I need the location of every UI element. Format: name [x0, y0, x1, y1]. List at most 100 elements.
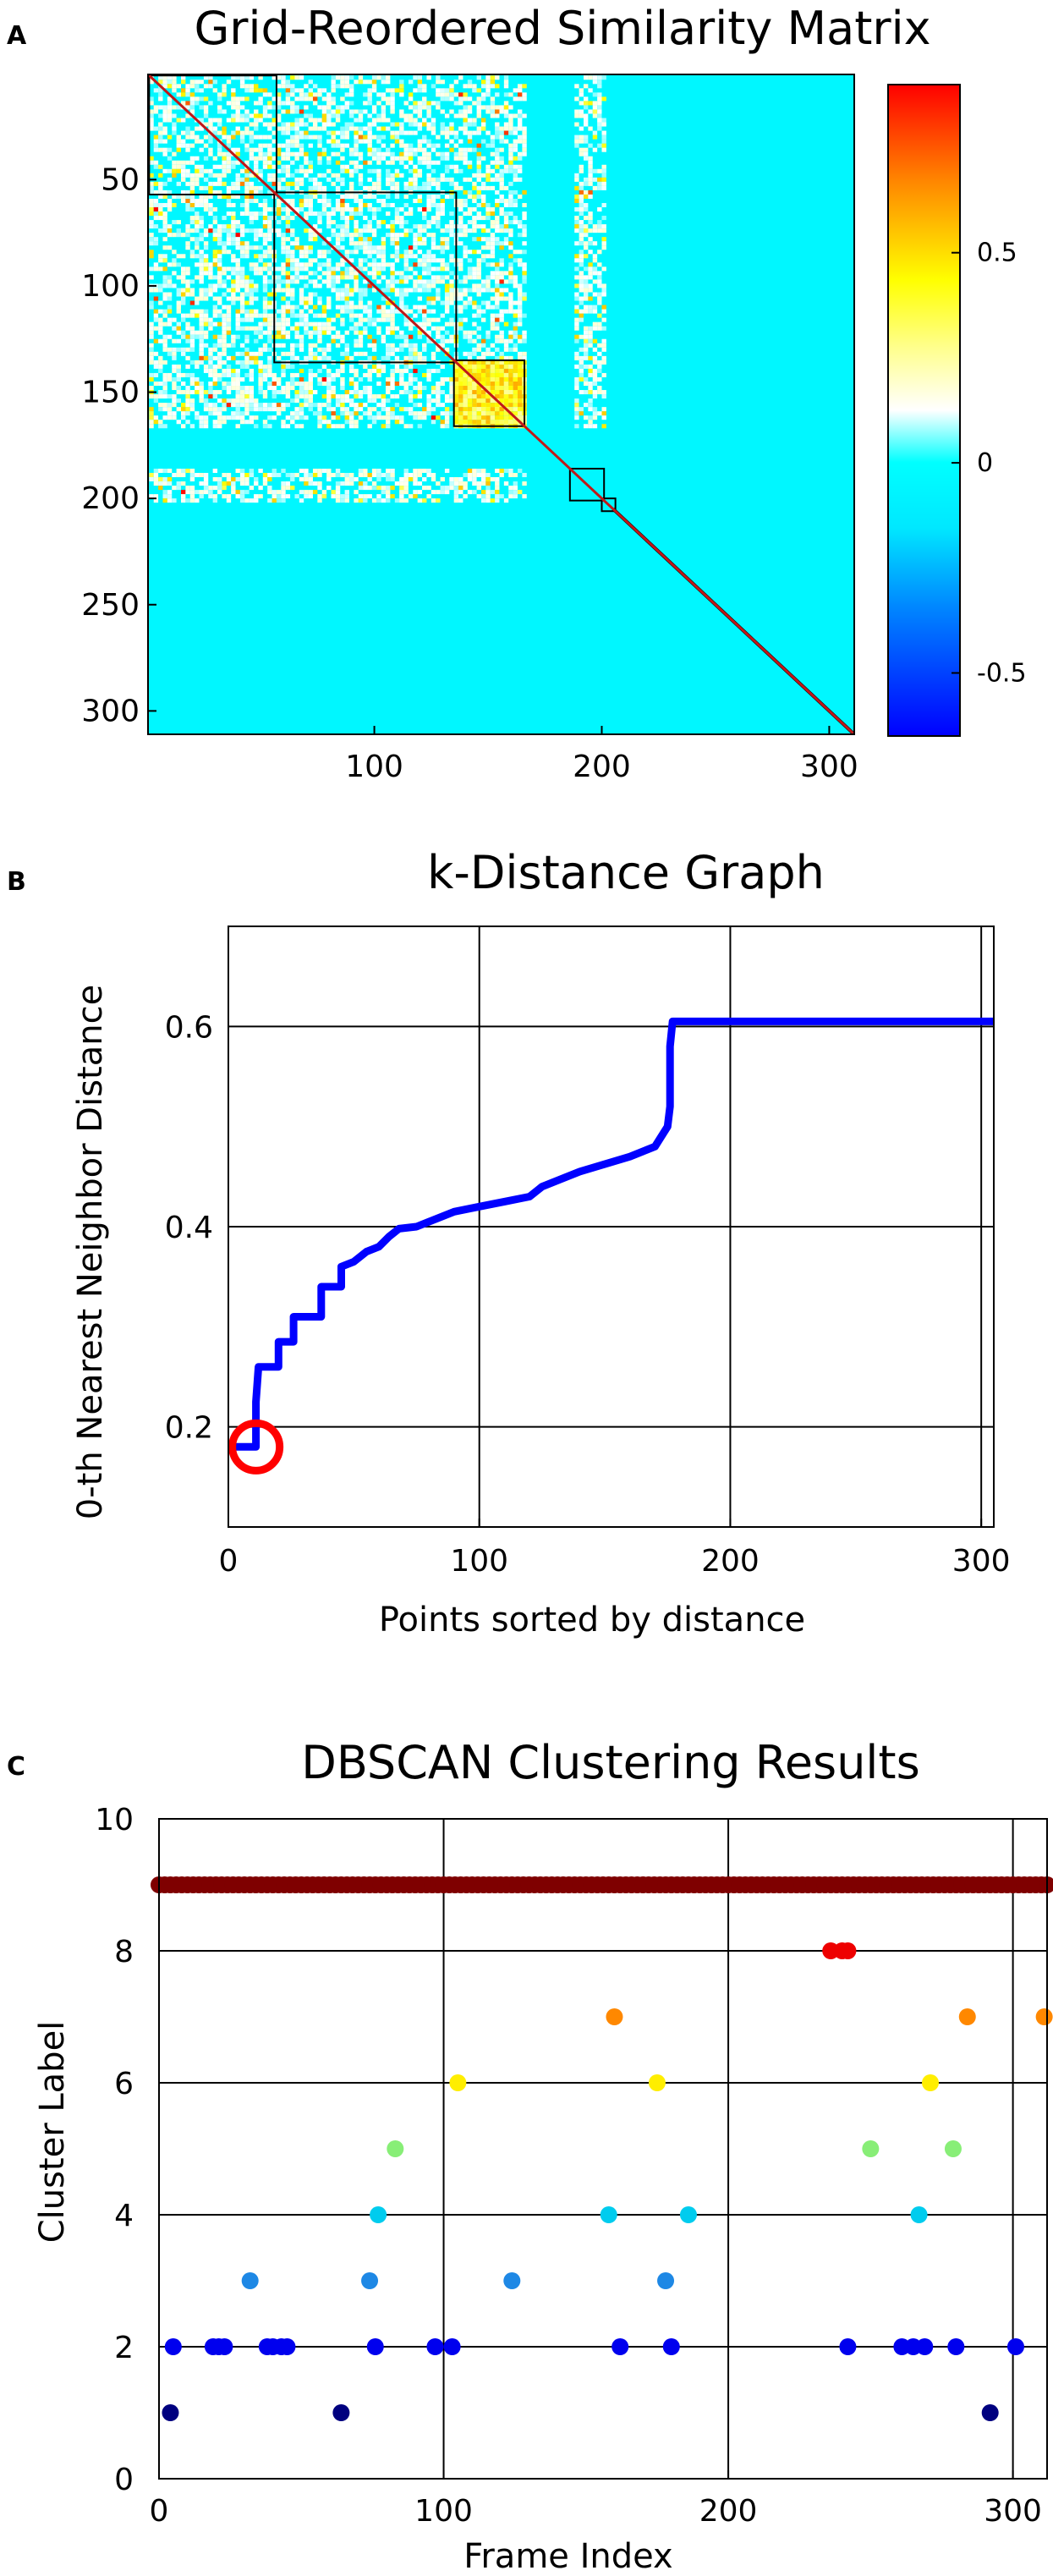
heatmap-cell [376, 160, 381, 165]
heatmap-cell [294, 118, 299, 123]
heatmap-cell [358, 262, 364, 267]
heatmap-cell [354, 477, 359, 482]
heatmap-cell [176, 386, 181, 391]
heatmap-cell [344, 407, 349, 412]
heatmap-cell [472, 147, 477, 152]
heatmap-cell [167, 415, 173, 420]
heatmap-cell [249, 156, 255, 161]
heatmap-cell [381, 198, 387, 203]
heatmap-cell [508, 254, 513, 259]
heatmap-cell [312, 481, 318, 486]
heatmap-cell [231, 101, 236, 106]
heatmap-cell [189, 80, 195, 85]
heatmap-cell [340, 156, 345, 161]
heatmap-cell [363, 228, 368, 233]
heatmap-cell [189, 181, 195, 186]
heatmap-cell [583, 181, 589, 186]
heatmap-cell [153, 494, 159, 499]
heatmap-cell [189, 347, 195, 352]
heatmap-cell [390, 326, 395, 331]
heatmap-cell [583, 309, 589, 314]
heatmap-cell [371, 420, 377, 425]
heatmap-cell [408, 407, 414, 412]
heatmap-cell [321, 326, 327, 331]
heatmap-cell [499, 394, 504, 399]
heatmap-cell [574, 84, 579, 89]
heatmap-cell [281, 75, 286, 80]
heatmap-cell [399, 88, 404, 93]
heatmap-cell [285, 237, 291, 242]
heatmap-cell [299, 262, 304, 267]
heatmap-cell [394, 181, 400, 186]
heatmap-cell [601, 407, 606, 412]
heatmap-cell [185, 279, 190, 284]
heatmap-cell [180, 198, 186, 203]
heatmap-cell [472, 420, 477, 425]
heatmap-cell [417, 288, 423, 293]
heatmap-cell [367, 343, 372, 348]
heatmap-cell [226, 403, 232, 408]
heatmap-cell [522, 279, 527, 284]
heatmap-cell [185, 245, 190, 250]
heatmap-cell [290, 473, 295, 478]
heatmap-cell [583, 177, 589, 182]
heatmap-cell [231, 398, 236, 404]
heatmap-cell [354, 80, 359, 85]
heatmap-cell [203, 490, 209, 495]
heatmap-cell [399, 305, 404, 310]
heatmap-cell [153, 477, 159, 482]
heatmap-cell [597, 105, 602, 110]
heatmap-cell [371, 185, 377, 190]
heatmap-cell [317, 468, 322, 474]
heatmap-cell [344, 390, 349, 395]
heatmap-cell [290, 228, 295, 233]
heatmap-cell [485, 407, 491, 412]
heatmap-cell [290, 411, 295, 416]
heatmap-cell [321, 202, 327, 208]
heatmap-cell [254, 481, 259, 486]
heatmap-cell [189, 185, 195, 190]
heatmap-cell [335, 368, 341, 373]
heatmap-cell [513, 411, 518, 416]
heatmap-cell [344, 420, 349, 425]
heatmap-cell [399, 109, 404, 114]
heatmap-cell [199, 198, 204, 203]
heatmap-cell [149, 415, 154, 420]
heatmap-cell [271, 130, 277, 135]
heatmap-cell [588, 334, 593, 339]
heatmap-cell [476, 360, 481, 365]
heatmap-cell [262, 390, 268, 395]
heatmap-cell [199, 490, 204, 495]
heatmap-cell [340, 481, 345, 486]
heatmap-cell [258, 494, 263, 499]
heatmap-cell [358, 228, 364, 233]
heatmap-cell [262, 266, 268, 272]
heatmap-cell [203, 266, 209, 272]
heatmap-cell [508, 381, 513, 387]
heatmap-cell [588, 237, 593, 242]
heatmap-cell [458, 407, 463, 412]
heatmap-cell [180, 347, 186, 352]
heatmap-cell [267, 156, 272, 161]
heatmap-cell [476, 292, 481, 297]
heatmap-cell [376, 326, 381, 331]
heatmap-cell [583, 122, 589, 127]
heatmap-cell [299, 109, 304, 114]
heatmap-cell [290, 250, 295, 255]
heatmap-cell [271, 490, 277, 495]
heatmap-cell [583, 376, 589, 382]
heatmap-cell [299, 415, 304, 420]
heatmap-cell [281, 233, 286, 238]
heatmap-cell [440, 376, 445, 382]
heatmap-cell [390, 468, 395, 474]
heatmap-cell [408, 143, 414, 148]
heatmap-cell [403, 343, 409, 348]
heatmap-cell [267, 498, 272, 503]
heatmap-cell [304, 135, 309, 140]
heatmap-cell [208, 283, 213, 288]
heatmap-cell [217, 338, 222, 343]
heatmap-cell [212, 424, 218, 429]
heatmap-cell [267, 126, 272, 131]
heatmap-cell [208, 394, 213, 399]
heatmap-cell [326, 296, 332, 301]
